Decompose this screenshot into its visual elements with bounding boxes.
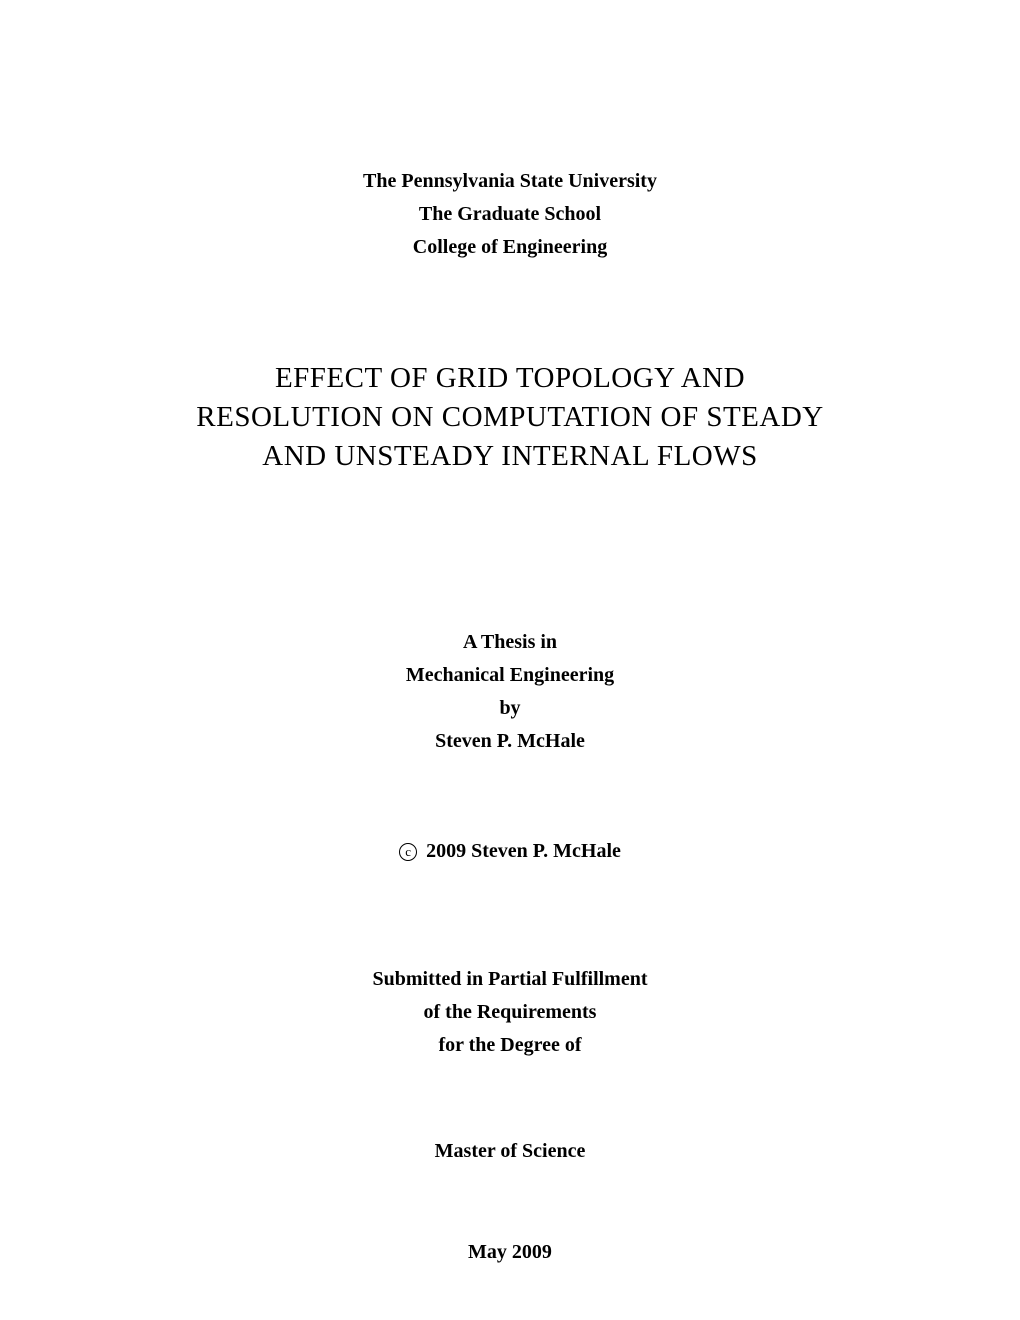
fulfillment-block: Submitted in Partial Fulfillment of the … <box>0 963 1020 1062</box>
fulfillment-line-2: of the Requirements <box>0 996 1020 1029</box>
thesis-in-label: A Thesis in <box>0 626 1020 659</box>
thesis-title: EFFECT OF GRID TOPOLOGY AND RESOLUTION O… <box>0 359 1020 476</box>
thesis-by-label: by <box>0 692 1020 725</box>
title-line-2: RESOLUTION ON COMPUTATION OF STEADY <box>0 398 1020 437</box>
institution-block: The Pennsylvania State University The Gr… <box>0 165 1020 264</box>
thesis-date: May 2009 <box>0 1241 1020 1264</box>
thesis-info-block: A Thesis in Mechanical Engineering by St… <box>0 626 1020 758</box>
institution-name: The Pennsylvania State University <box>0 165 1020 198</box>
copyright-icon: c <box>399 843 417 861</box>
title-line-3: AND UNSTEADY INTERNAL FLOWS <box>0 437 1020 476</box>
copyright-block: c 2009 Steven P. McHale <box>0 840 1020 863</box>
institution-college: College of Engineering <box>0 231 1020 264</box>
fulfillment-line-1: Submitted in Partial Fulfillment <box>0 963 1020 996</box>
thesis-title-page: The Pennsylvania State University The Gr… <box>0 0 1020 1320</box>
copyright-text: 2009 Steven P. McHale <box>426 840 621 862</box>
thesis-department: Mechanical Engineering <box>0 659 1020 692</box>
fulfillment-line-3: for the Degree of <box>0 1029 1020 1062</box>
title-line-1: EFFECT OF GRID TOPOLOGY AND <box>0 359 1020 398</box>
thesis-author: Steven P. McHale <box>0 725 1020 758</box>
degree-name: Master of Science <box>0 1140 1020 1163</box>
institution-school: The Graduate School <box>0 198 1020 231</box>
